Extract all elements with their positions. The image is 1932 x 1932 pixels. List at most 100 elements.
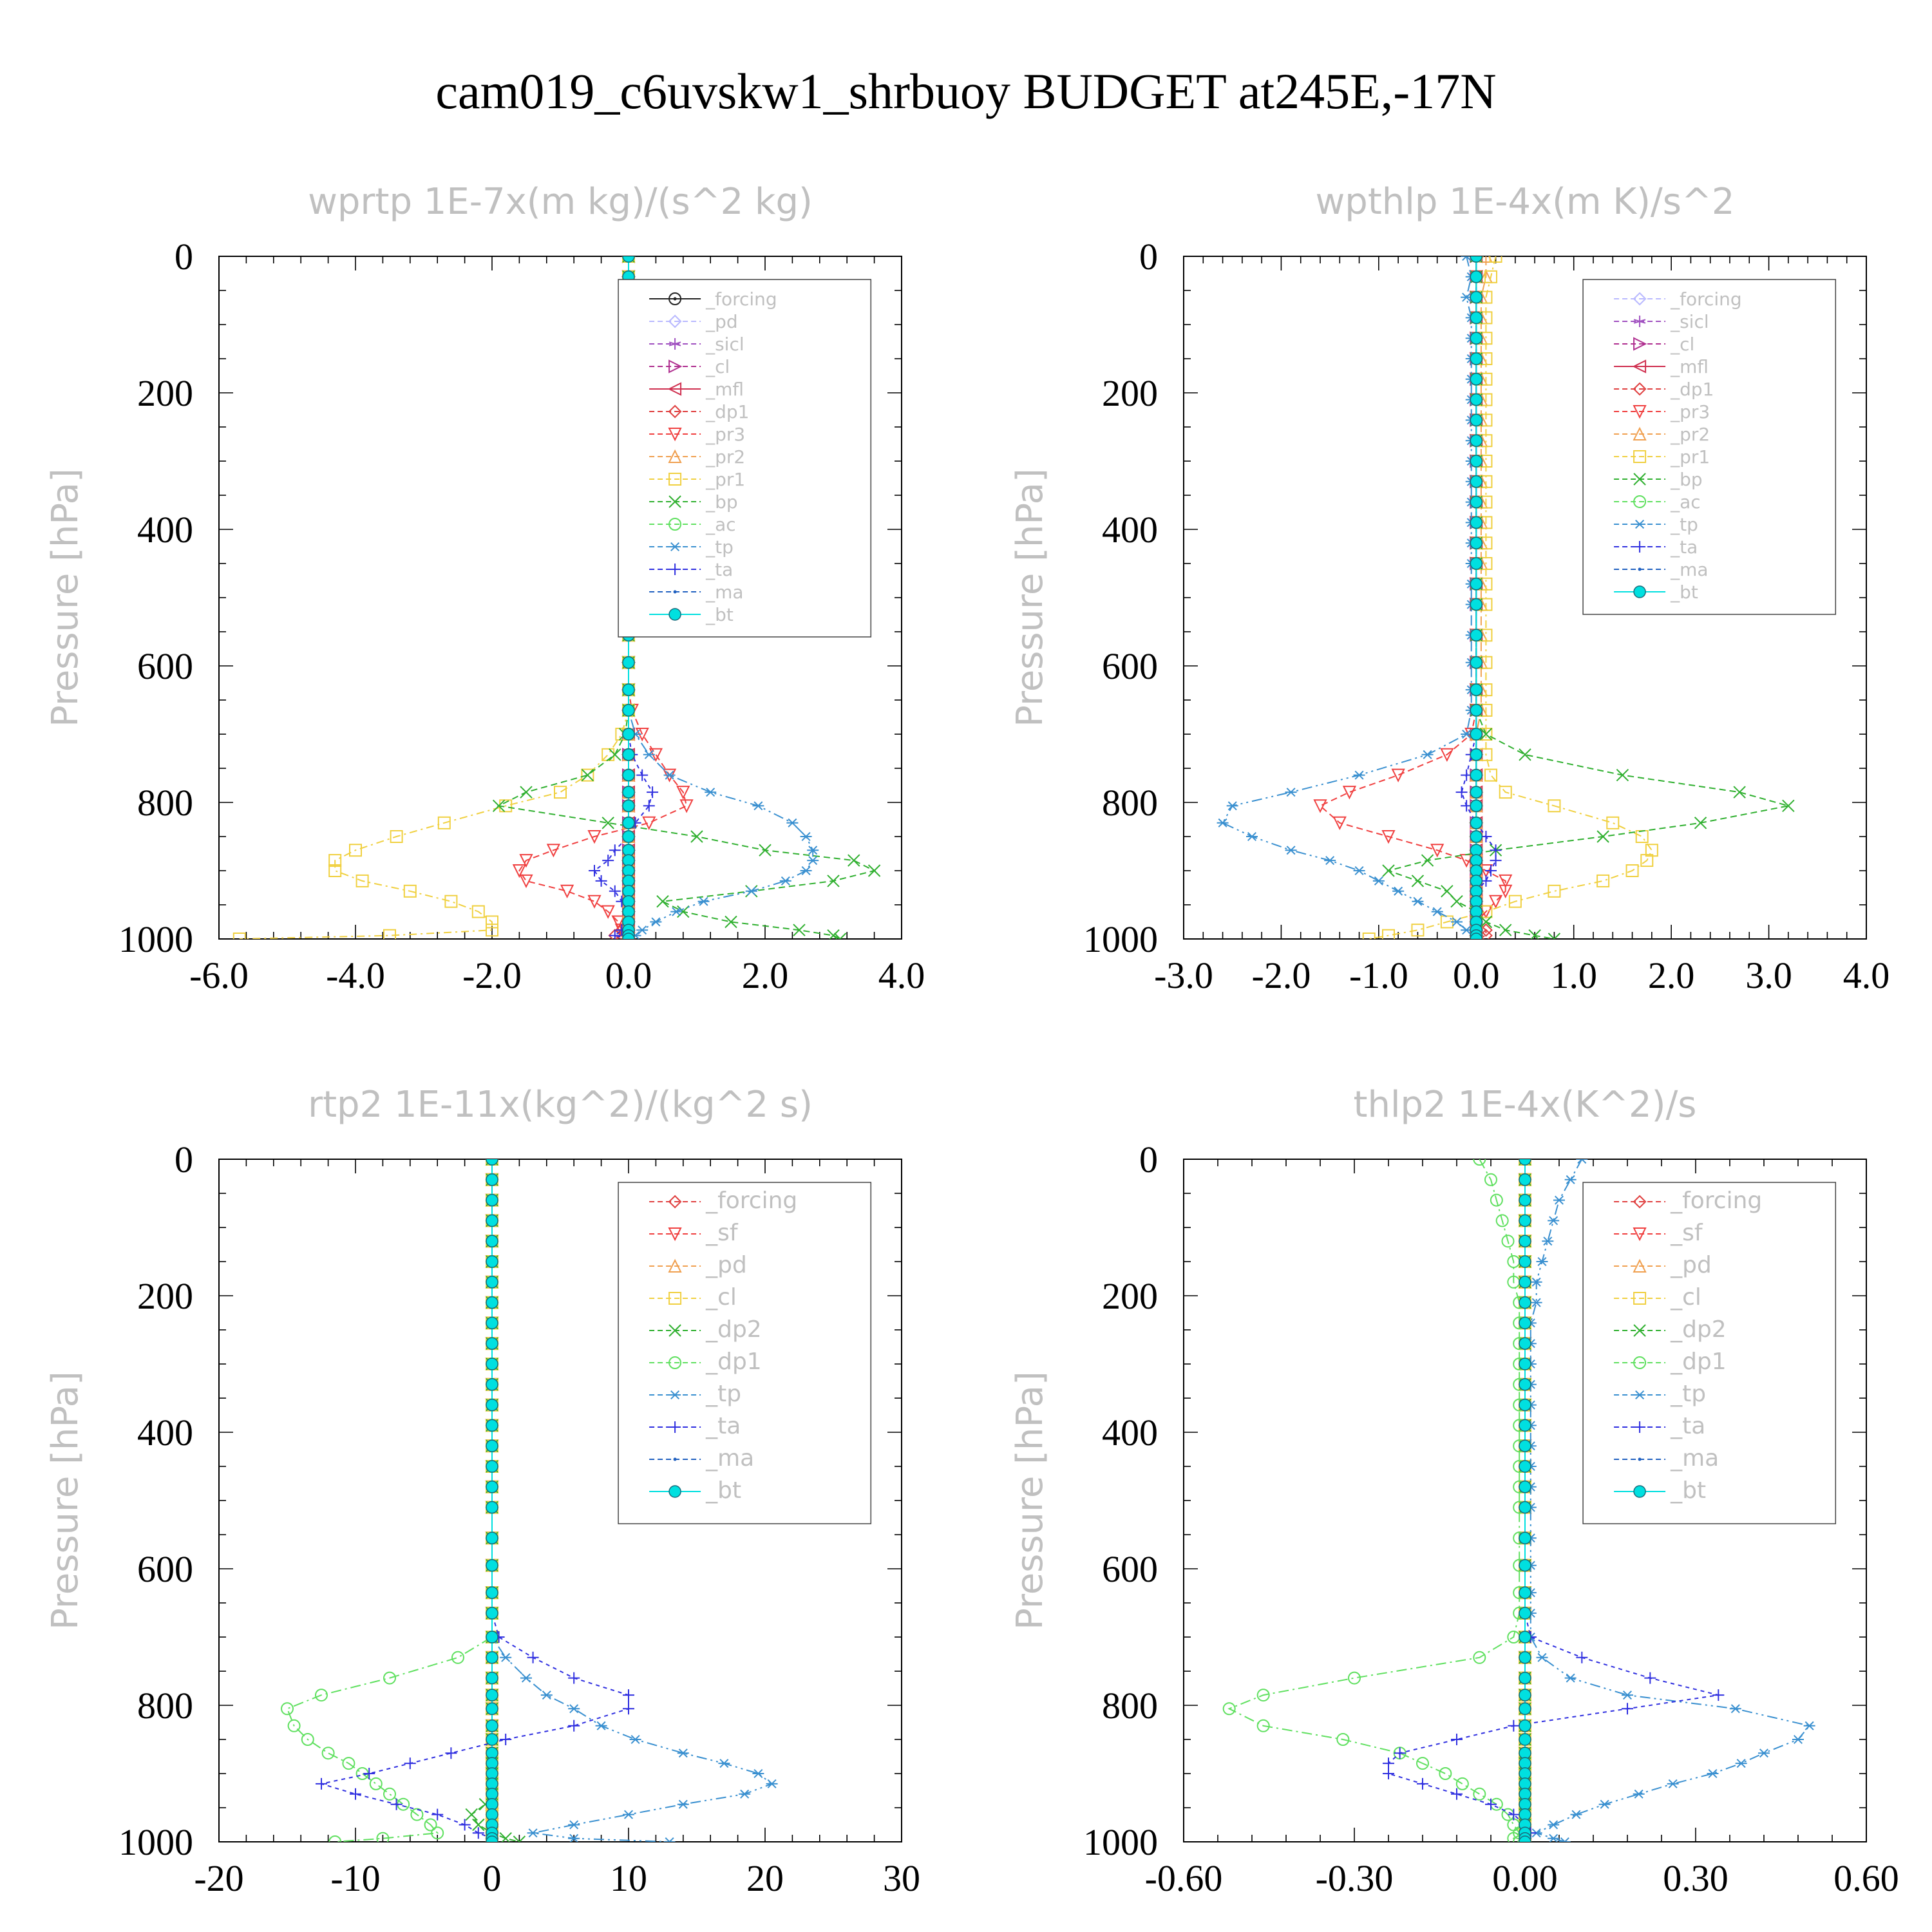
data-point — [315, 1689, 328, 1702]
data-point — [342, 1757, 355, 1770]
data-point — [1455, 786, 1468, 799]
data-point — [519, 874, 533, 889]
data-point — [833, 933, 847, 939]
data-point — [1470, 598, 1483, 611]
data-point — [609, 844, 621, 857]
series-line_pr2 — [1475, 256, 1487, 939]
data-point — [1217, 818, 1229, 828]
legend-label: _forcing — [705, 1188, 797, 1214]
data-point — [1625, 864, 1639, 877]
data-point — [486, 915, 498, 929]
x-tick-label: -10 — [330, 1857, 380, 1899]
data-point — [1519, 1358, 1531, 1370]
data-point — [1519, 1651, 1531, 1664]
legend-marker — [668, 473, 682, 486]
data-point — [465, 1808, 478, 1821]
data-point — [424, 1818, 437, 1832]
data-point — [1383, 1768, 1394, 1779]
data-point — [1622, 1703, 1633, 1715]
legend-marker — [669, 542, 681, 552]
data-point — [1542, 1236, 1554, 1246]
data-point — [1499, 884, 1513, 899]
data-point — [390, 830, 403, 843]
data-point — [1485, 1798, 1497, 1810]
legend-marker — [669, 564, 681, 575]
data-point — [568, 1820, 580, 1830]
x-tick-label: 2.0 — [742, 954, 789, 996]
legend-label: _sf — [705, 1220, 739, 1246]
data-point — [486, 1255, 498, 1268]
legend-label: _sf — [1670, 1220, 1703, 1246]
legend-label: _pr2 — [705, 446, 745, 468]
legend-label: _bt — [705, 604, 734, 625]
data-point — [1372, 876, 1385, 886]
data-point — [581, 768, 594, 782]
x-tick-label: 0.00 — [1492, 1857, 1558, 1899]
data-point — [656, 895, 669, 908]
data-point — [1519, 1193, 1531, 1207]
data-point — [1348, 1671, 1361, 1685]
data-point — [1470, 352, 1483, 365]
data-point — [437, 816, 451, 829]
data-point — [1417, 1777, 1428, 1790]
data-point — [647, 786, 659, 799]
plot-area — [281, 1159, 778, 1842]
data-point — [1519, 1439, 1531, 1452]
data-point — [472, 1827, 484, 1839]
data-point — [1470, 786, 1483, 799]
legend-marker — [1633, 1485, 1646, 1498]
data-point — [1782, 799, 1795, 813]
data-point — [1455, 1777, 1469, 1790]
data-point — [1548, 1216, 1560, 1226]
data-point — [1519, 1531, 1531, 1545]
legend-label: _cl — [705, 356, 730, 377]
data-point — [1470, 557, 1483, 570]
data-point — [546, 844, 561, 858]
data-point — [500, 1653, 512, 1662]
data-point — [1222, 1702, 1236, 1716]
data-point — [1336, 1733, 1350, 1746]
legend-label: _ac — [705, 514, 736, 535]
legend-label: _cl — [1670, 1284, 1701, 1311]
data-point — [1519, 1173, 1531, 1186]
data-point — [676, 786, 690, 800]
data-point — [1490, 844, 1502, 857]
x-tick-label: 2.0 — [1648, 954, 1695, 996]
legend-marker — [1633, 585, 1646, 598]
data-point — [1484, 1173, 1497, 1186]
data-point — [745, 886, 757, 896]
data-point — [350, 1788, 361, 1800]
data-point — [376, 1832, 390, 1842]
data-point — [486, 1173, 498, 1186]
data-point — [301, 1733, 314, 1746]
data-point — [1519, 1159, 1531, 1166]
data-point — [472, 1818, 485, 1832]
data-point — [1392, 886, 1405, 896]
data-point — [1470, 799, 1483, 813]
series-line_tp — [1222, 256, 1477, 939]
panel-1: wprtp 1E-7x(m kg)/(s^2 kg) Pressure [hPa]… — [44, 181, 925, 996]
x-tick-label: 10 — [610, 1857, 647, 1899]
x-tick-label: -2.0 — [462, 954, 522, 996]
data-point — [349, 844, 362, 857]
data-point — [560, 884, 574, 899]
data-point — [642, 816, 656, 831]
legend-marker — [668, 359, 683, 374]
data-point — [718, 1759, 730, 1768]
legend-label: _bp — [705, 491, 738, 513]
data-point — [1411, 923, 1425, 937]
series-points_bt — [1470, 256, 1483, 939]
data-point — [363, 1768, 375, 1779]
data-point — [1489, 256, 1502, 263]
legend-marker — [668, 1292, 682, 1305]
y-tick-label: 200 — [1102, 1275, 1158, 1317]
data-point — [486, 1835, 498, 1842]
data-point — [486, 1316, 498, 1330]
data-point — [1536, 1653, 1548, 1662]
legend-label: _pr3 — [705, 424, 745, 445]
data-point — [1519, 1316, 1531, 1330]
data-point — [486, 1276, 498, 1289]
data-point — [486, 1689, 498, 1701]
legend-marker — [668, 1227, 682, 1242]
legend-label: _dp1 — [1670, 379, 1714, 400]
